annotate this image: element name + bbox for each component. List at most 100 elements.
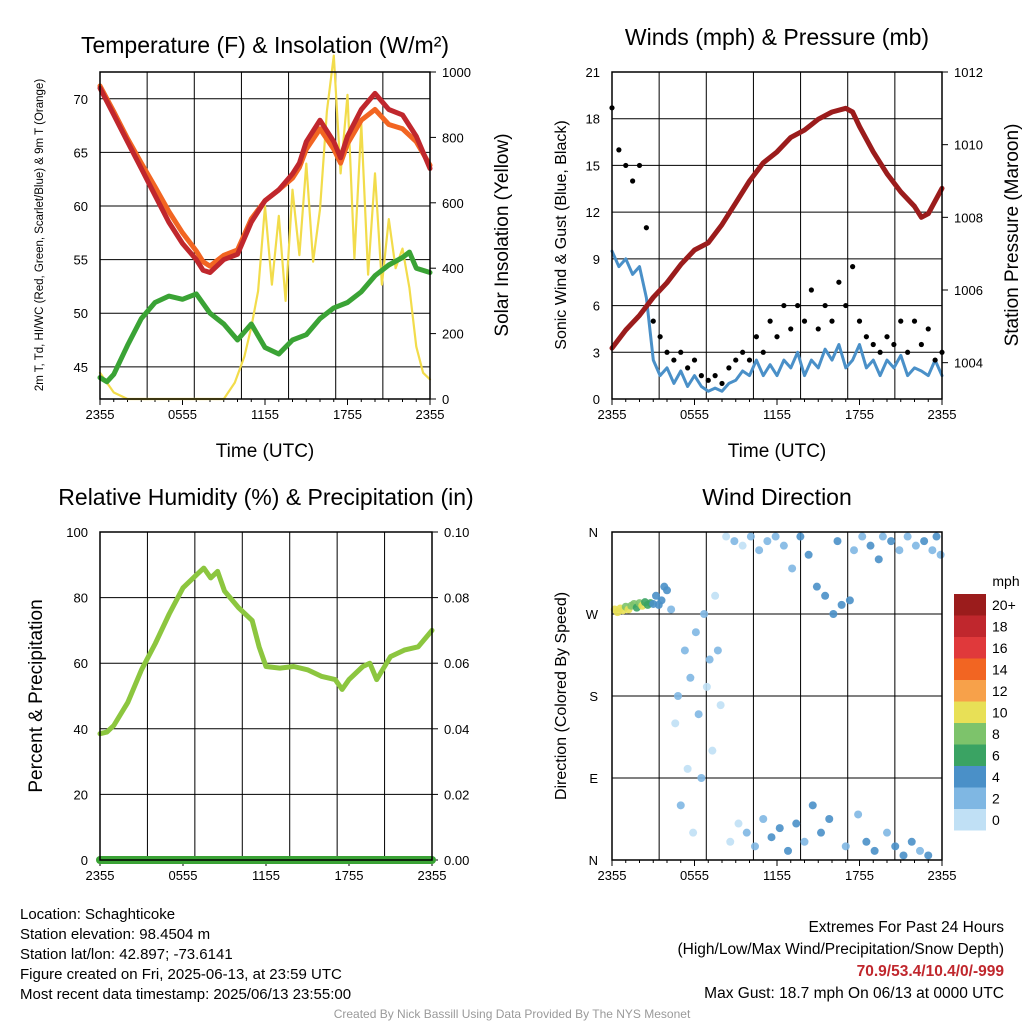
wind-direction-point bbox=[870, 846, 879, 855]
gust-point bbox=[884, 334, 890, 340]
panel2-y-tick-label: 3 bbox=[593, 345, 600, 360]
panel2-x-tick-label: 1755 bbox=[845, 407, 874, 422]
legend-swatch bbox=[954, 744, 986, 766]
wind-direction-point bbox=[722, 532, 731, 541]
panel3-x-tick-label: 1155 bbox=[252, 868, 280, 883]
wind-direction-point bbox=[792, 819, 801, 828]
panel3-y-tick-label: 40 bbox=[74, 722, 88, 737]
wind-direction-point bbox=[730, 537, 739, 546]
gust-point bbox=[863, 334, 869, 340]
wind-direction-point bbox=[850, 546, 858, 555]
gust-point bbox=[685, 365, 691, 371]
panel1-y2-tick-label: 400 bbox=[442, 261, 464, 276]
gust-point bbox=[623, 162, 629, 169]
wind-direction-point bbox=[936, 550, 945, 559]
panel1-y2-tick-label: 0 bbox=[442, 392, 449, 407]
legend-label: 2 bbox=[992, 791, 1000, 807]
wind-direction-point bbox=[708, 746, 717, 755]
station-info: Location: Schaghticoke Station elevation… bbox=[20, 905, 351, 1005]
panel1-y-tick-label: 55 bbox=[74, 253, 88, 268]
panel1-y-tick-label: 65 bbox=[74, 145, 88, 160]
gust-point bbox=[726, 365, 732, 371]
station-elevation: Station elevation: 98.4504 m bbox=[20, 926, 211, 943]
gust-point bbox=[808, 287, 814, 293]
wind-direction-point bbox=[667, 605, 676, 614]
legend-swatch bbox=[954, 766, 986, 788]
gust-point bbox=[843, 302, 849, 309]
panel1-x-tick-label: 1155 bbox=[251, 407, 279, 422]
gust-point bbox=[870, 341, 876, 348]
legend-label: 12 bbox=[992, 683, 1008, 699]
sonic-wind-line bbox=[610, 249, 944, 393]
gust-point bbox=[746, 357, 753, 363]
panel4-x-tick-label: 1155 bbox=[763, 868, 791, 883]
wind-direction-point bbox=[689, 828, 698, 837]
wind-direction-point bbox=[694, 710, 703, 719]
max-gust: Max Gust: 18.7 mph On 06/13 at 0000 UTC bbox=[704, 985, 1004, 1002]
panel2-frame bbox=[611, 71, 943, 400]
gust-point bbox=[822, 302, 828, 309]
wind-direction-point bbox=[903, 532, 912, 541]
gust-point bbox=[850, 264, 856, 270]
panel4-frame bbox=[611, 531, 943, 861]
wind-direction-point bbox=[911, 541, 920, 550]
legend-swatch bbox=[954, 809, 986, 831]
panel3-title: Relative Humidity (%) & Precipitation (i… bbox=[58, 484, 473, 510]
panel3-y2-tick-label: 0.06 bbox=[444, 656, 469, 671]
gust-point bbox=[643, 225, 649, 231]
gust-point bbox=[630, 178, 636, 184]
station-location: Location: Schaghticoke bbox=[20, 906, 176, 923]
panel2-y2-tick-label: 1012 bbox=[954, 65, 983, 80]
gust-point bbox=[733, 357, 739, 363]
panel4-title: Wind Direction bbox=[702, 484, 852, 510]
panel2-y2-tick-label: 1008 bbox=[954, 210, 983, 225]
panel3-frame bbox=[99, 531, 433, 861]
panel2-ylabel-right: Station Pressure (Maroon) bbox=[1002, 124, 1023, 347]
wind-direction-point bbox=[683, 764, 692, 773]
gust-point bbox=[877, 349, 883, 355]
panel3-y-tick-label: 100 bbox=[66, 525, 88, 540]
gust-point bbox=[856, 318, 863, 324]
wind-direction-point bbox=[788, 564, 797, 573]
wind-direction-point bbox=[763, 537, 772, 546]
gust-point bbox=[691, 357, 698, 363]
legend-label: 18 bbox=[992, 619, 1008, 635]
wind-speed-legend-title: mph bbox=[992, 573, 1019, 589]
panel1-x-tick-label: 2355 bbox=[86, 407, 115, 422]
panel2-y-tick-label: 21 bbox=[586, 65, 600, 80]
panel2-y-tick-label: 0 bbox=[593, 392, 600, 407]
legend-swatch bbox=[954, 723, 986, 745]
legend-label: 8 bbox=[992, 726, 1000, 742]
panel3-x-tick-label: 1755 bbox=[335, 868, 364, 883]
credit-line: Created By Nick Bassill Using Data Provi… bbox=[333, 1007, 691, 1021]
gust-point bbox=[774, 334, 780, 340]
panel3-y-tick-label: 60 bbox=[74, 656, 88, 671]
gust-point bbox=[740, 349, 746, 355]
wind-direction-point bbox=[711, 591, 720, 600]
panel2-x-tick-label: 0555 bbox=[680, 407, 709, 422]
panel3-y-tick-label: 0 bbox=[81, 853, 88, 868]
wind-direction-point bbox=[713, 646, 722, 655]
wind-direction-point bbox=[899, 851, 908, 860]
wind-direction-point bbox=[726, 837, 735, 846]
panel4-x-tick-label: 0555 bbox=[680, 868, 709, 883]
panel4-y-tick-label: N bbox=[589, 525, 598, 540]
extremes-summary: Extremes For Past 24 Hours (High/Low/Max… bbox=[678, 917, 1005, 1005]
gust-point bbox=[616, 147, 622, 153]
extremes-values: 70.9/53.4/10.4/0/-999 bbox=[856, 963, 1004, 980]
legend-swatch bbox=[954, 637, 986, 659]
wind-direction-point bbox=[845, 596, 854, 605]
panel1-y-tick-label: 45 bbox=[74, 360, 88, 375]
panel1-y2-tick-label: 600 bbox=[442, 196, 464, 211]
panel2-x-tick-label: 2355 bbox=[928, 407, 957, 422]
wind-direction-point bbox=[812, 582, 821, 591]
panel1-ylabel-left: 2m T, Td, HI/WC (Red, Green, Scarlet/Blu… bbox=[34, 79, 46, 391]
gust-point bbox=[712, 373, 718, 379]
wind-direction-point bbox=[734, 819, 743, 828]
gust-point bbox=[664, 349, 670, 355]
wind-direction-point bbox=[837, 600, 846, 609]
gust-point bbox=[657, 334, 663, 340]
wind-direction-point bbox=[671, 719, 680, 728]
wind-direction-point bbox=[652, 591, 660, 600]
gust-point bbox=[760, 349, 766, 355]
